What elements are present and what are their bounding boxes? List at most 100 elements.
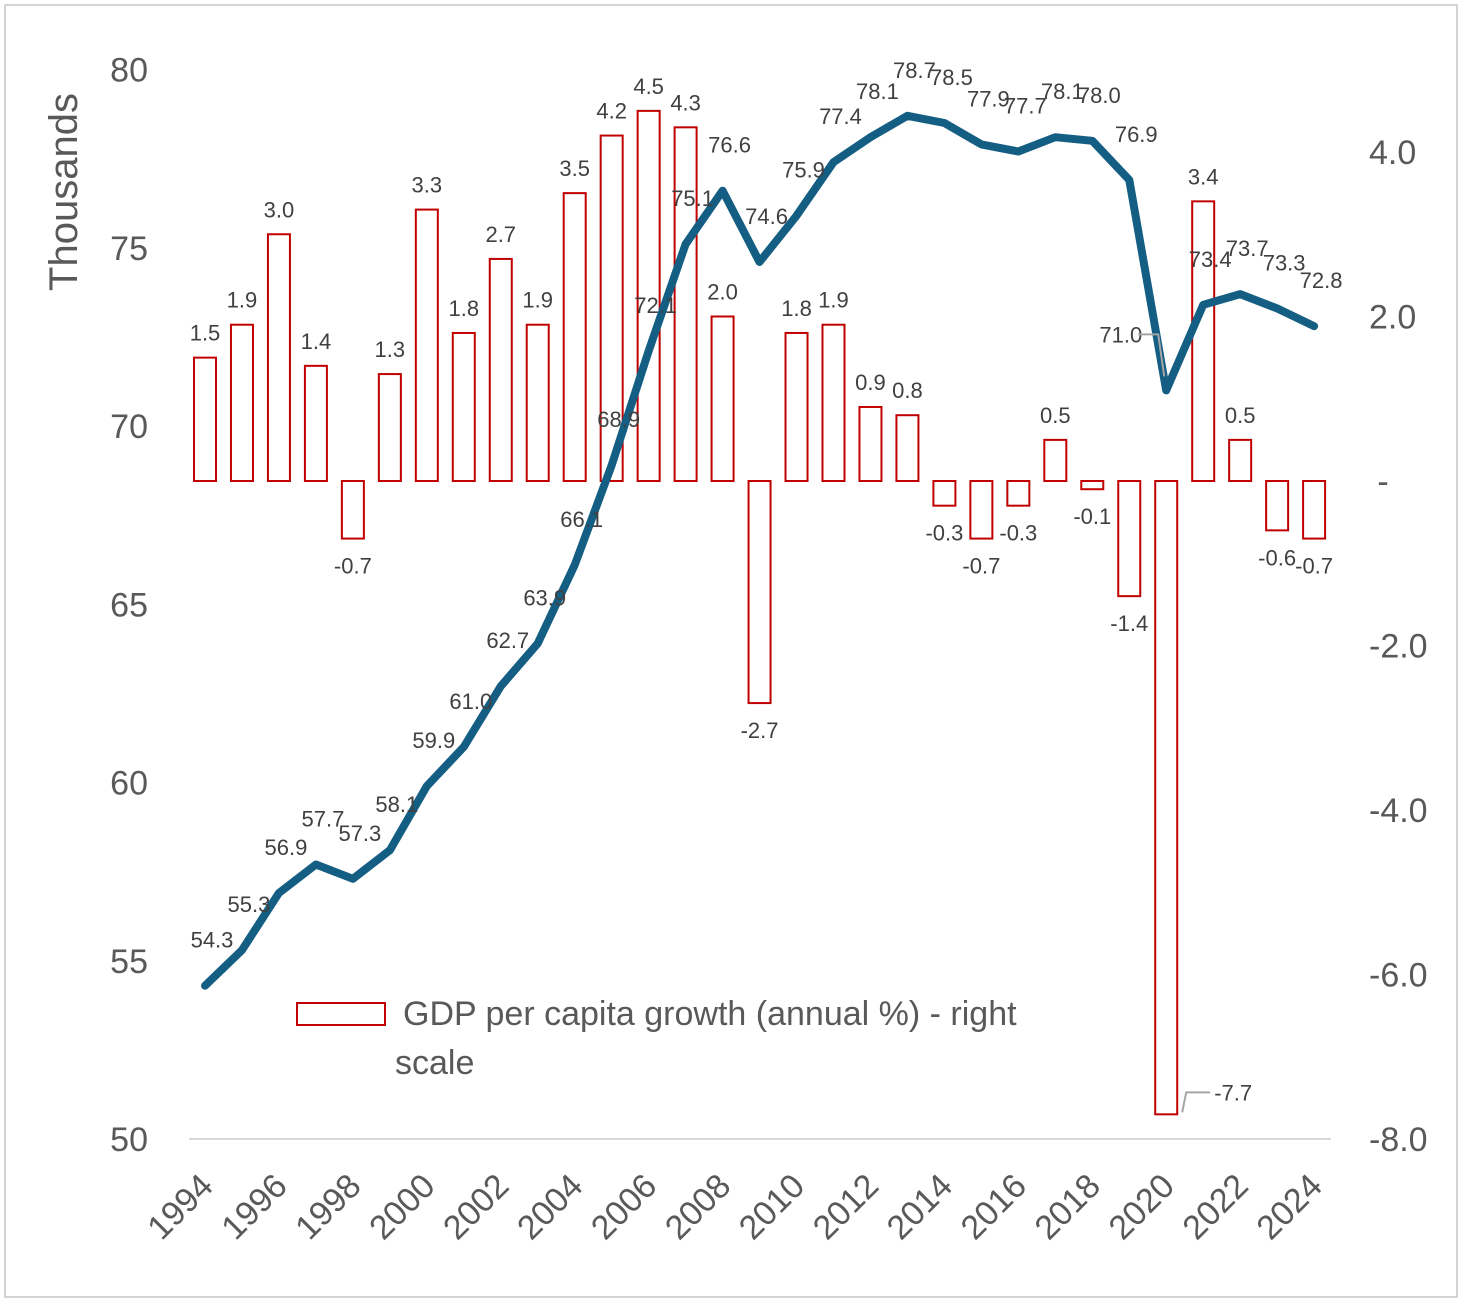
line-data-label: 77.9 (967, 86, 1010, 111)
left-tick-label: 65 (110, 586, 148, 624)
right-axis-ticks: -8.0-6.0-4.0-2.0-2.04.0 (1369, 134, 1428, 1159)
bar-data-label: 1.3 (375, 337, 406, 362)
bar (229, 323, 254, 482)
line-data-label: 78.1 (1041, 79, 1084, 104)
chart-frame (4, 4, 1458, 1298)
line-data-label: 78.7 (893, 58, 936, 83)
bar-data-label: -7.7 (1214, 1080, 1252, 1105)
x-tick-label: 2004 (510, 1167, 590, 1247)
bar-data-label: 0.5 (1225, 403, 1256, 428)
left-axis-ticks: 50 55 60 65 70 75 80 (110, 52, 148, 1160)
x-tick-label: 2000 (362, 1167, 442, 1247)
bar-data-label: -0.7 (962, 554, 1000, 579)
line-data-label: 66.1 (560, 507, 603, 532)
line-data-label: 63.9 (523, 585, 566, 610)
bar (1006, 480, 1031, 507)
bar (1080, 480, 1105, 491)
bar (414, 208, 439, 482)
bar (969, 480, 994, 540)
left-tick-label: 55 (110, 943, 148, 981)
bar-data-label: 3.5 (559, 156, 590, 181)
line-path (201, 111, 1319, 990)
bar-data-label: 3.3 (412, 173, 443, 198)
legend-label-line1: GDP per capita growth (annual %) - right (403, 995, 1017, 1033)
line-data-label: 62.7 (486, 628, 529, 653)
bar (1265, 480, 1290, 532)
x-tick-label: 2010 (732, 1167, 812, 1247)
line-data-label: 75.9 (782, 158, 825, 183)
bar-data-label: 4.3 (670, 90, 701, 115)
line-data-label: 74.6 (745, 204, 788, 229)
bar (784, 331, 809, 483)
line-data-label: 54.3 (191, 928, 234, 953)
bar-data-label: -0.6 (1258, 545, 1296, 570)
line-data-label: 77.7 (1004, 93, 1047, 118)
line-data-label: 75.1 (671, 186, 714, 211)
right-tick-label: 2.0 (1369, 299, 1416, 337)
bar-data-label: 1.9 (522, 288, 553, 313)
line-data-label: 72.1 (634, 293, 677, 318)
bar-data-label: 1.8 (781, 296, 812, 321)
legend: GDP per capita growth (annual %) - right… (296, 995, 1017, 1082)
left-tick-label: 75 (110, 230, 148, 268)
bar-data-label: 2.7 (485, 222, 516, 247)
x-tick-label: 1996 (214, 1167, 294, 1247)
bar (525, 323, 550, 482)
bar-data-label: 0.9 (855, 370, 886, 395)
bar (673, 126, 698, 482)
line-data-label: 78.0 (1078, 83, 1121, 108)
leader-line (1138, 333, 1166, 377)
bar-data-label: -0.1 (1073, 504, 1111, 529)
bar-data-label: 0.8 (892, 378, 923, 403)
x-tick-label: 2022 (1175, 1167, 1255, 1247)
line-data-label: 56.9 (265, 835, 308, 860)
right-tick-label: -8.0 (1369, 1121, 1428, 1159)
bar (488, 257, 513, 482)
bar (1191, 200, 1216, 482)
bar-data-label: -0.3 (999, 521, 1037, 546)
left-tick-label: 60 (110, 765, 148, 803)
bar-data-label: 2.0 (707, 280, 738, 305)
line-data-label: 78.5 (930, 65, 973, 90)
bar-data-label: 1.5 (190, 321, 221, 346)
bar-data-label: 1.9 (818, 288, 849, 313)
x-axis-ticks: 1994199619982000200220042006200820102012… (140, 1167, 1329, 1247)
line-data-labels: 54.3 55.3 56.9 57.757.3 58.1 59.9 61.0 62.7 63.9… (191, 58, 1343, 953)
bar-data-label: -0.3 (925, 521, 963, 546)
right-tick-label: -6.0 (1369, 957, 1428, 995)
bar (710, 315, 735, 482)
line-data-label: 73.4 (1189, 247, 1232, 272)
bar (821, 323, 846, 482)
line-series (201, 111, 1319, 990)
bar (932, 480, 957, 507)
bar (858, 405, 883, 483)
right-tick-label: 4.0 (1369, 134, 1416, 172)
bar-data-label: 4.5 (633, 74, 664, 99)
line-data-label: 76.9 (1115, 122, 1158, 147)
bar-data-labels: 1.51.93.01.4-0.71.33.31.82.71.93.54.24.5… (190, 74, 1333, 1105)
bar-series (193, 109, 1327, 1116)
left-tick-label: 50 (110, 1121, 148, 1159)
line-data-label: 57.7 (301, 806, 344, 831)
line-data-label: 78.1 (856, 79, 899, 104)
bar (340, 480, 365, 540)
bar (451, 331, 476, 483)
bar (636, 109, 661, 482)
bar-data-label: 1.8 (448, 296, 479, 321)
bar (1043, 438, 1068, 482)
line-data-label: 71.0 (1099, 322, 1142, 347)
bar (562, 192, 587, 482)
x-tick-label: 2016 (954, 1167, 1034, 1247)
x-tick-label: 2002 (436, 1167, 516, 1247)
bar (377, 373, 402, 483)
line-data-label: 59.9 (412, 728, 455, 753)
line-data-label: 57.3 (338, 821, 381, 846)
x-tick-label: 2014 (880, 1167, 960, 1247)
line-data-label: 73.7 (1226, 236, 1269, 261)
bar (747, 480, 772, 705)
bar-data-label: -1.4 (1110, 611, 1148, 636)
y-axis-label: Thousands (42, 93, 86, 291)
bar (1228, 438, 1253, 482)
bar-data-label: -0.7 (334, 554, 372, 579)
